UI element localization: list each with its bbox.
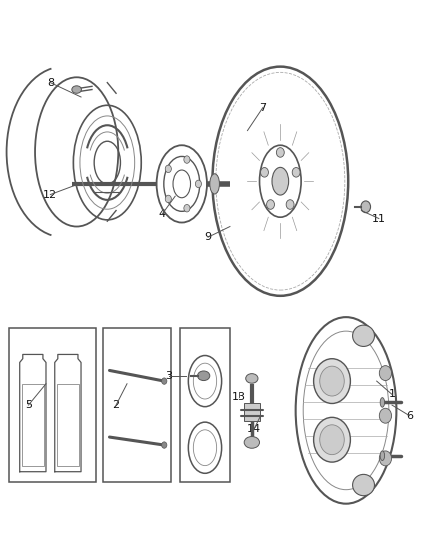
Bar — [9, 328, 96, 482]
Bar — [180, 328, 230, 482]
Text: 8: 8 — [47, 78, 54, 87]
Circle shape — [379, 451, 392, 466]
Bar — [57, 384, 79, 466]
Circle shape — [267, 200, 275, 209]
Bar — [103, 328, 171, 482]
Circle shape — [286, 200, 294, 209]
Circle shape — [162, 442, 167, 448]
Text: 13: 13 — [232, 392, 246, 402]
Ellipse shape — [361, 201, 371, 213]
Circle shape — [184, 205, 190, 212]
Bar — [244, 403, 260, 421]
Text: 14: 14 — [247, 424, 261, 434]
Circle shape — [165, 195, 171, 203]
Circle shape — [276, 148, 284, 157]
Circle shape — [261, 167, 268, 177]
Circle shape — [165, 165, 171, 173]
Text: 7: 7 — [259, 103, 266, 112]
Ellipse shape — [244, 437, 259, 448]
Circle shape — [379, 408, 392, 423]
Text: 6: 6 — [406, 411, 413, 421]
Ellipse shape — [353, 325, 374, 346]
Ellipse shape — [380, 451, 385, 461]
Circle shape — [314, 417, 350, 462]
Text: 4: 4 — [159, 209, 166, 219]
Circle shape — [195, 180, 201, 188]
Circle shape — [314, 359, 350, 403]
Ellipse shape — [198, 371, 210, 381]
Circle shape — [379, 366, 392, 381]
Ellipse shape — [353, 474, 374, 496]
Text: 2: 2 — [113, 400, 120, 410]
Text: 1: 1 — [389, 390, 396, 399]
Circle shape — [320, 425, 344, 455]
Ellipse shape — [380, 398, 385, 407]
Text: 11: 11 — [372, 214, 386, 223]
Bar — [22, 384, 44, 466]
Text: 5: 5 — [25, 400, 32, 410]
Circle shape — [320, 366, 344, 396]
Ellipse shape — [72, 86, 81, 93]
Text: 9: 9 — [205, 232, 212, 242]
Circle shape — [184, 156, 190, 163]
Ellipse shape — [272, 167, 289, 195]
Ellipse shape — [246, 374, 258, 383]
Text: 12: 12 — [43, 190, 57, 199]
Circle shape — [162, 378, 167, 384]
Ellipse shape — [210, 174, 219, 194]
Text: 3: 3 — [165, 371, 172, 381]
Circle shape — [292, 167, 300, 177]
